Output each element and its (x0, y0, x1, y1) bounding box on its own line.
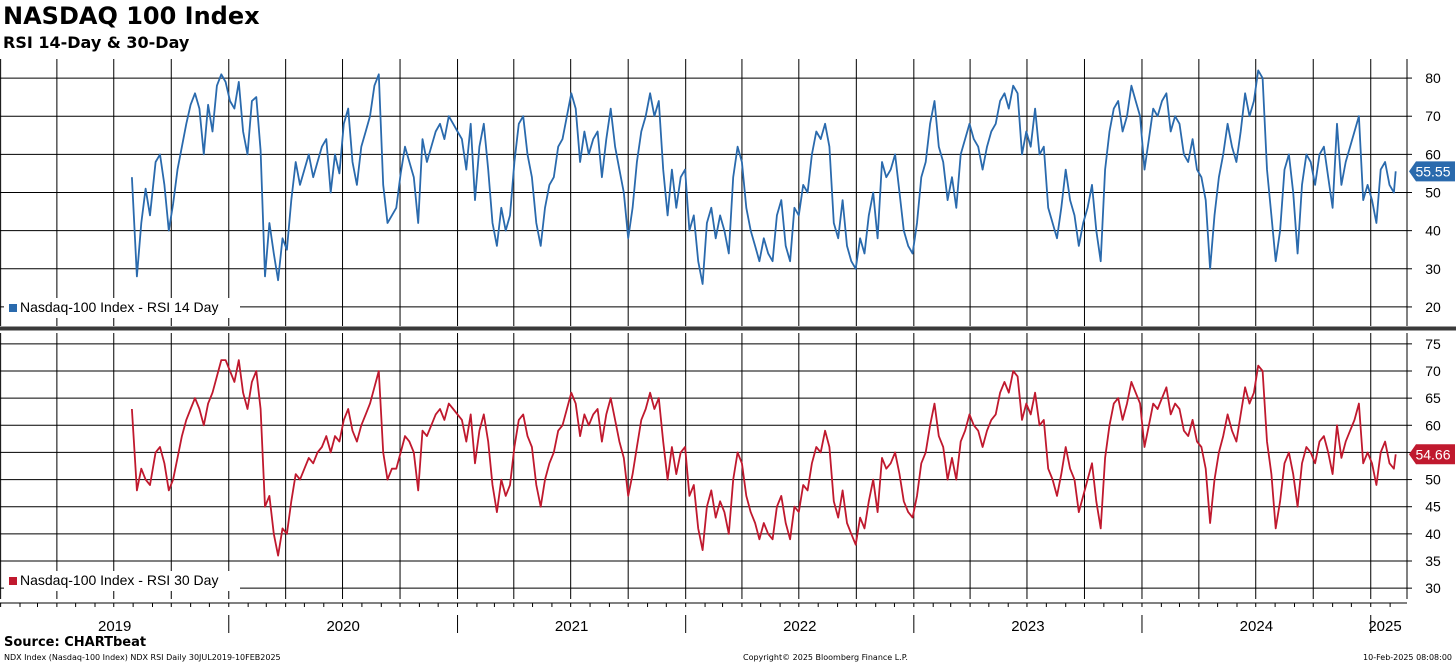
rsi-14-ytick-label: 50 (1425, 185, 1441, 201)
rsi-14-last-value-badge (1409, 161, 1455, 182)
x-year-label: 2023 (1011, 618, 1044, 635)
rsi-30-ytick-label: 40 (1425, 526, 1441, 542)
x-year-label: 2020 (326, 618, 359, 635)
footer-security-info: NDX Index (Nasdaq-100 Index) NDX RSI Dai… (4, 653, 281, 662)
rsi-14-legend-box (4, 298, 240, 318)
rsi-30-legend-swatch (9, 577, 17, 585)
chart-title: NASDAQ 100 Index (3, 2, 260, 30)
rsi-30-ytick-label: 30 (1425, 580, 1441, 596)
rsi-30-ytick-label: 50 (1425, 472, 1441, 488)
rsi-14-last-value-label: 55.55 (1415, 163, 1450, 179)
rsi-14-series-line (131, 69, 1397, 285)
rsi-14-ytick-label: 30 (1425, 261, 1441, 277)
rsi-30-ytick-label: 35 (1425, 553, 1441, 569)
footer-copyright: Copyright© 2025 Bloomberg Finance L.P. (743, 653, 908, 662)
x-year-label: 2024 (1240, 618, 1273, 635)
source-label: Source: CHARTbeat (4, 635, 147, 650)
rsi-30-ytick-label: 45 (1425, 499, 1441, 515)
rsi-14-ytick-label: 20 (1425, 299, 1441, 315)
rsi-14-ytick-label: 70 (1425, 108, 1441, 124)
rsi-14-ytick-label: 60 (1425, 146, 1441, 162)
rsi-30-last-value-badge (1409, 444, 1455, 465)
x-year-label: 2019 (98, 618, 131, 635)
rsi-30-ytick-label: 75 (1425, 336, 1441, 352)
x-year-label: 2022 (783, 618, 816, 635)
rsi-14-legend-label: Nasdaq-100 Index - RSI 14 Day (20, 299, 218, 315)
rsi-30-ytick-label: 65 (1425, 390, 1441, 406)
rsi-30-ytick-label: 60 (1425, 417, 1441, 433)
rsi-30-legend-label: Nasdaq-100 Index - RSI 30 Day (20, 572, 218, 588)
rsi-14-ytick-label: 80 (1425, 70, 1441, 86)
rsi-30-last-value-label: 54.66 (1415, 446, 1450, 462)
x-year-label: 2025 (1368, 618, 1401, 635)
rsi-30-series-line (131, 359, 1397, 557)
rsi-30-ytick-label: 70 (1425, 363, 1441, 379)
footer-timestamp: 10-Feb-2025 08:08:00 (1363, 653, 1452, 662)
rsi-14-ytick-label: 40 (1425, 223, 1441, 239)
rsi-14-legend-swatch (9, 304, 17, 312)
x-year-label: 2021 (555, 618, 588, 635)
chart-subtitle: RSI 14-Day & 30-Day (3, 33, 190, 52)
rsi-30-legend-box (4, 571, 240, 591)
